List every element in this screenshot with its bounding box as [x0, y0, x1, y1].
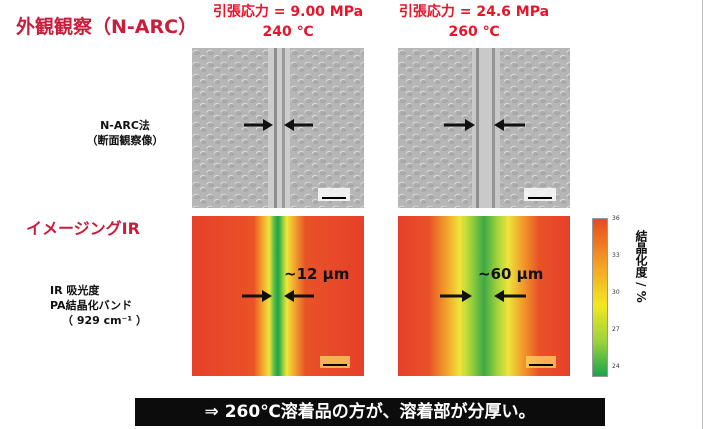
arrow-right-icon	[242, 290, 272, 302]
arrow-left-icon	[494, 290, 526, 302]
colorbar-tick: 36	[612, 215, 620, 222]
condition-left-temp: 240 ℃	[262, 24, 314, 40]
condition-right-stress: 引張応力 = 24.6 MPa	[398, 4, 550, 20]
page-divider-line	[702, 0, 703, 429]
width-label-240c: ~12 μm	[284, 265, 350, 283]
colorbar	[592, 218, 608, 377]
imaging-ir-label: イメージングIR	[26, 219, 140, 238]
arrow-left-icon	[284, 290, 314, 302]
ir-image-260c	[398, 216, 570, 376]
arrow-right-icon	[244, 119, 273, 131]
condition-left-stress: 引張応力 = 9.00 MPa	[212, 4, 364, 20]
arrow-left-icon	[284, 119, 313, 131]
arrow-right-icon	[444, 119, 475, 131]
arrow-right-icon	[440, 290, 472, 302]
arrow-left-icon	[494, 119, 525, 131]
page-title: 外観観察（N-ARC）	[16, 16, 198, 38]
narc-label: N-ARC法 （断面観察像）	[60, 118, 190, 148]
width-label-260c: ~60 μm	[478, 265, 544, 283]
narc-image-260c	[398, 48, 570, 208]
colorbar-tick: 24	[612, 363, 620, 370]
colorbar-tick: 30	[612, 289, 620, 296]
condition-right-temp: 260 ℃	[448, 24, 500, 40]
ir-label-line2: PA結晶化バンド	[50, 299, 133, 312]
narc-image-240c	[192, 48, 364, 208]
conclusion-banner: ⇒ 260℃溶着品の方が、溶着部が分厚い。	[135, 398, 605, 426]
ir-label-line1: IR 吸光度	[50, 284, 100, 297]
narc-label-line2: （断面観察像）	[86, 134, 164, 147]
colorbar-tick: 27	[612, 326, 620, 333]
colorbar-tick: 33	[612, 252, 620, 259]
colorbar-label: 結晶化度 / %	[634, 230, 648, 303]
ir-image-240c	[192, 216, 364, 376]
ir-label: IR 吸光度 PA結晶化バンド （ 929 cm⁻¹ ）	[50, 283, 170, 328]
condition-right: 引張応力 = 24.6 MPa 260 ℃	[394, 2, 554, 42]
ir-label-line3: （ 929 cm⁻¹ ）	[62, 314, 148, 327]
condition-left: 引張応力 = 9.00 MPa 240 ℃	[208, 2, 368, 42]
narc-label-line1: N-ARC法	[100, 119, 150, 132]
